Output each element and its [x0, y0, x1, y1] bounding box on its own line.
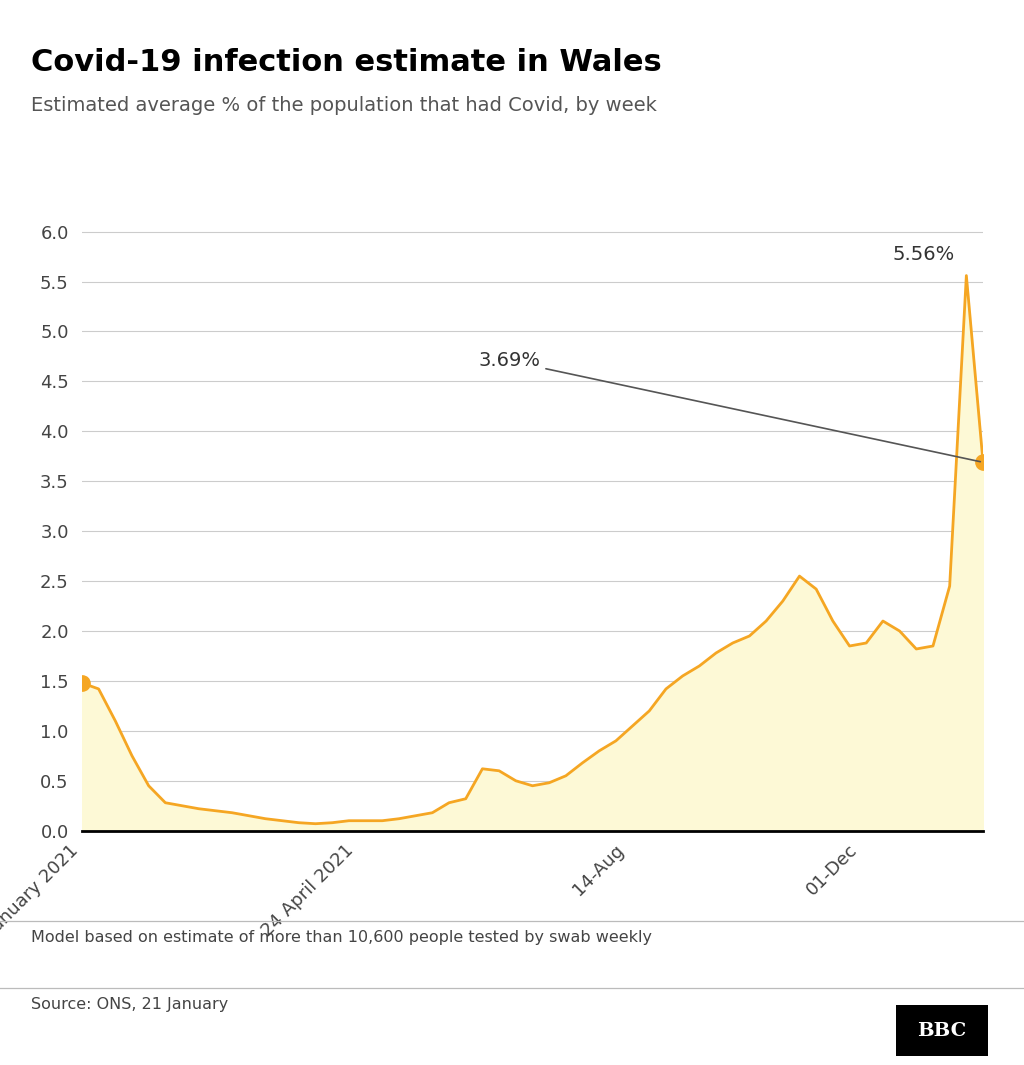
Text: BBC: BBC: [918, 1022, 967, 1039]
Text: 5.56%: 5.56%: [893, 245, 955, 264]
Text: Covid-19 infection estimate in Wales: Covid-19 infection estimate in Wales: [31, 48, 662, 77]
Text: Model based on estimate of more than 10,600 people tested by swab weekly: Model based on estimate of more than 10,…: [31, 930, 651, 945]
Text: 3.69%: 3.69%: [478, 351, 980, 462]
Text: Estimated average % of the population that had Covid, by week: Estimated average % of the population th…: [31, 96, 656, 115]
Text: Source: ONS, 21 January: Source: ONS, 21 January: [31, 997, 228, 1012]
